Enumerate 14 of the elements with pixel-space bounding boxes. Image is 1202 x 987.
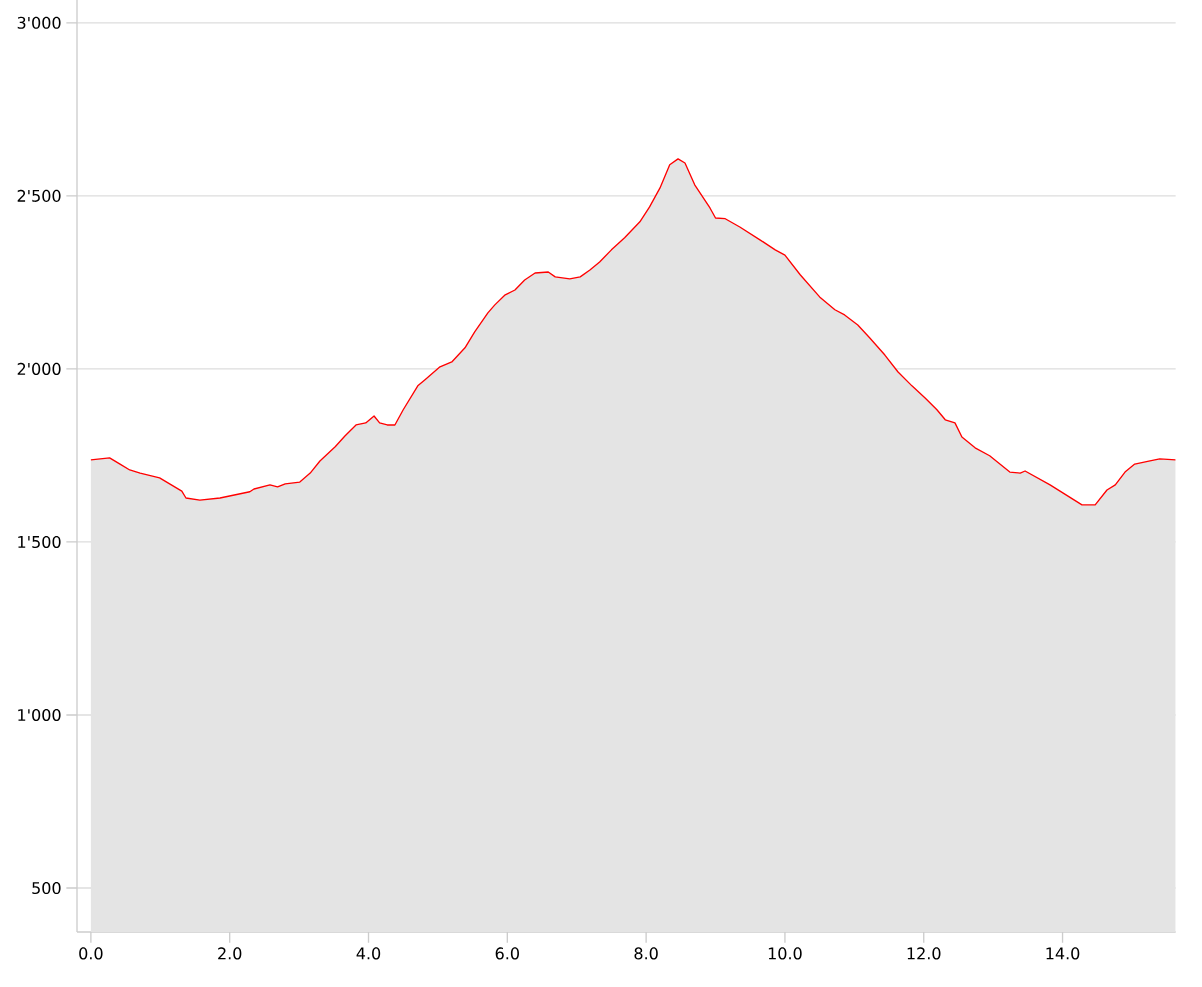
y-tick-label: 1'500 (18, 535, 61, 548)
x-tick-label: 2.0 (218, 947, 242, 960)
x-tick-label: 10.0 (768, 947, 802, 960)
x-tick-label: 14.0 (1046, 947, 1080, 960)
x-tick-label: 0.0 (79, 947, 103, 960)
y-tick-label: 2'500 (17, 189, 61, 202)
y-tick-label: 1'000 (18, 708, 61, 722)
x-tick-label: 12.0 (907, 947, 941, 960)
x-tick-label: 4.0 (356, 947, 381, 960)
x-tick-label: 8.0 (634, 947, 658, 960)
y-tick-label: 500 (32, 881, 61, 895)
y-tick-label: 2'000 (17, 362, 61, 375)
y-tick-label: 3'000 (17, 16, 61, 29)
x-tick-label: 6.0 (495, 947, 519, 960)
